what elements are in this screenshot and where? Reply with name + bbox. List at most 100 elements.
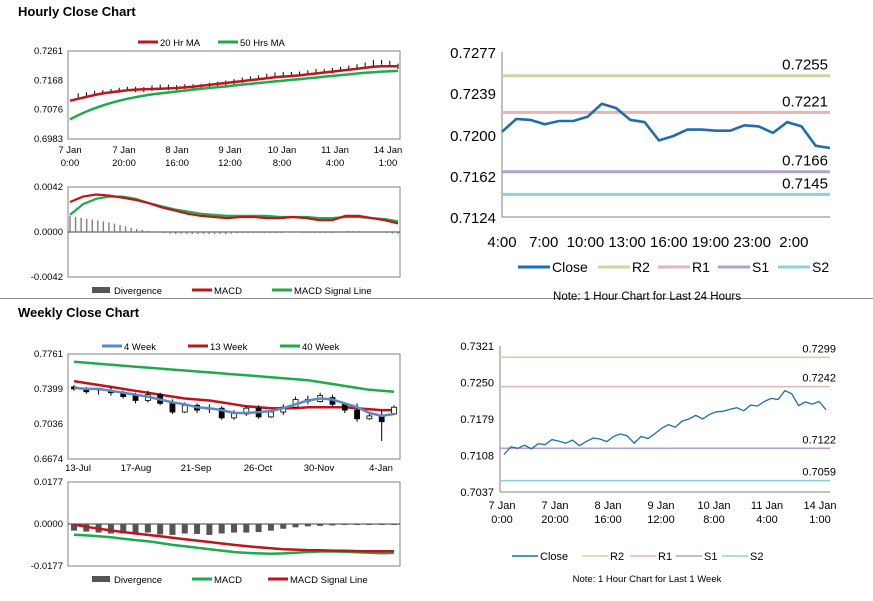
weekly-divergence-bar [304, 524, 311, 527]
weekly-legend-40week-label: 40 Week [302, 342, 340, 353]
weekly-price-xtick: 4-Jan [369, 463, 393, 474]
hourly-price-xtick: 8:00 [273, 158, 292, 169]
hourly-price-ytick: 0.7076 [34, 105, 63, 116]
hourly-macd-ytick: -0.0042 [31, 272, 63, 283]
hourly-macd-ytick: 0.0042 [34, 182, 63, 193]
hourly-section-title: Hourly Close Chart [18, 4, 136, 19]
weekly-level-label: 0.7242 [802, 373, 836, 385]
hourly-price-xtick: 7 Jan [58, 145, 81, 156]
weekly-candle-body [218, 407, 225, 419]
hourly-levels-xtick: 2:00 [779, 234, 808, 251]
hourly-legend-divergence-label: Divergence [114, 286, 162, 297]
weekly-divergence-bar [157, 524, 164, 535]
weekly-levels-legend-label: S1 [704, 551, 717, 563]
weekly-section-title: Weekly Close Chart [18, 305, 140, 320]
weekly-levels-xtick: 4:00 [756, 514, 777, 526]
weekly-divergence-bar [231, 524, 237, 533]
weekly-price-ytick: 0.7761 [34, 349, 63, 360]
hourly-price-xtick: 11 Jan [321, 145, 349, 156]
weekly-divergence-bar [255, 524, 262, 533]
weekly-divergence-bar [71, 524, 77, 531]
weekly-divergence-bar [181, 524, 188, 534]
weekly-divergence-bar [120, 524, 127, 534]
weekly-divergence-bar [169, 524, 176, 535]
weekly-price-ytick: 0.7036 [34, 419, 63, 430]
weekly-price-ytick: 0.7399 [34, 384, 63, 395]
weekly-candle-body [268, 411, 274, 418]
hourly-price-ytick: 0.7261 [34, 46, 63, 57]
weekly-levels-legend-label: S2 [750, 551, 763, 563]
hourly-level-label: 0.7255 [782, 57, 828, 74]
weekly-legend-signal-label: MACD Signal Line [290, 575, 368, 586]
hourly-legend-ma20-label: 20 Hr MA [160, 38, 201, 49]
weekly-levels-xtick: 8 Jan [595, 500, 622, 512]
weekly-levels-xtick: 16:00 [594, 514, 622, 526]
hourly-levels-ytick: 0.7124 [450, 210, 496, 227]
weekly-level-label: 0.7122 [802, 434, 836, 446]
weekly-levels-legend-label: R1 [658, 551, 672, 563]
weekly-candle-body [366, 415, 373, 420]
weekly-level-label: 0.7299 [802, 343, 836, 355]
weekly-candle-body [391, 406, 397, 415]
hourly-legend-signal-label: MACD Signal Line [294, 286, 372, 297]
weekly-price-xtick: 17-Aug [121, 463, 152, 474]
weekly-levels-xtick: 8:00 [703, 514, 724, 526]
hourly-price-ytick: 0.6983 [34, 134, 63, 145]
weekly-legend-13week-label: 13 Week [210, 342, 248, 353]
weekly-candle-body [132, 395, 139, 401]
hourly-level-label: 0.7221 [782, 93, 828, 110]
weekly-divergence-bar [329, 524, 336, 526]
hourly-levels-xtick: 16:00 [650, 234, 688, 251]
hourly-price-xtick: 20:00 [112, 158, 136, 169]
weekly-legend-4week-label: 4 Week [124, 342, 156, 353]
hourly-price-xtick: 16:00 [165, 158, 189, 169]
weekly-candle-body [354, 409, 360, 420]
weekly-levels-ytick: 0.7179 [460, 414, 494, 426]
hourly-price-xtick: 4:00 [326, 158, 345, 169]
hourly-price-xtick: 7 Jan [112, 145, 135, 156]
hourly-levels-xtick: 10:00 [567, 234, 605, 251]
weekly-macd-ytick: -0.0177 [31, 561, 63, 572]
weekly-price-xtick: 26-Oct [244, 463, 273, 474]
hourly-levels-legend-label: S2 [812, 259, 829, 275]
hourly-ma50-line [69, 69, 399, 121]
weekly-legend-divergence-label: Divergence [114, 575, 162, 586]
hourly-price-ytick: 0.7168 [34, 75, 63, 86]
weekly-levels-xtick: 12:00 [647, 514, 675, 526]
section-divider [0, 298, 873, 299]
hourly-macd-ytick: 0.0000 [34, 227, 63, 238]
hourly-price-xtick: 1:00 [379, 158, 398, 169]
weekly-levels-xtick: 1:00 [809, 514, 830, 526]
weekly-divergence-bar [366, 524, 373, 525]
hourly-levels-legend-label: R1 [692, 259, 710, 275]
hourly-price-xtick: 14 Jan [374, 145, 403, 156]
weekly-divergence-bar [292, 524, 299, 528]
weekly-divergence-bar [218, 524, 225, 534]
weekly-levels-xtick: 0:00 [491, 514, 512, 526]
hourly-price-xtick: 12:00 [218, 158, 242, 169]
weekly-price-frame [67, 353, 401, 460]
hourly-legend-ma50-label: 50 Hrs MA [240, 38, 286, 49]
weekly-macd-ytick: 0.0000 [34, 519, 63, 530]
weekly-price-xtick: 13-Jul [65, 463, 91, 474]
hourly-legend-macd-label: MACD [214, 286, 242, 297]
weekly-levels-xtick: 10 Jan [697, 500, 730, 512]
weekly-divergence-bar [243, 524, 250, 533]
hourly-levels-xtick: 19:00 [692, 234, 730, 251]
hourly-level-label: 0.7166 [782, 153, 828, 170]
weekly-ma4-line [73, 386, 395, 418]
weekly-divergence-bar [391, 524, 397, 525]
weekly-close-line [503, 389, 827, 455]
hourly-levels-note: Note: 1 Hour Chart for Last 24 Hours [553, 291, 741, 303]
weekly-divergence-bar [107, 524, 114, 534]
weekly-ma13-line [73, 379, 394, 412]
weekly-legend-divergence-swatch [92, 576, 110, 582]
weekly-price-xtick: 30-Nov [304, 463, 335, 474]
hourly-price-xtick: 10 Jan [268, 145, 297, 156]
hourly-level-label: 0.7145 [782, 175, 828, 192]
weekly-divergence-bar [378, 524, 385, 525]
hourly-price-xtick: 0:00 [61, 158, 80, 169]
hourly-levels-xtick: 13:00 [608, 234, 646, 251]
hourly-levels-xtick: 4:00 [487, 234, 516, 251]
